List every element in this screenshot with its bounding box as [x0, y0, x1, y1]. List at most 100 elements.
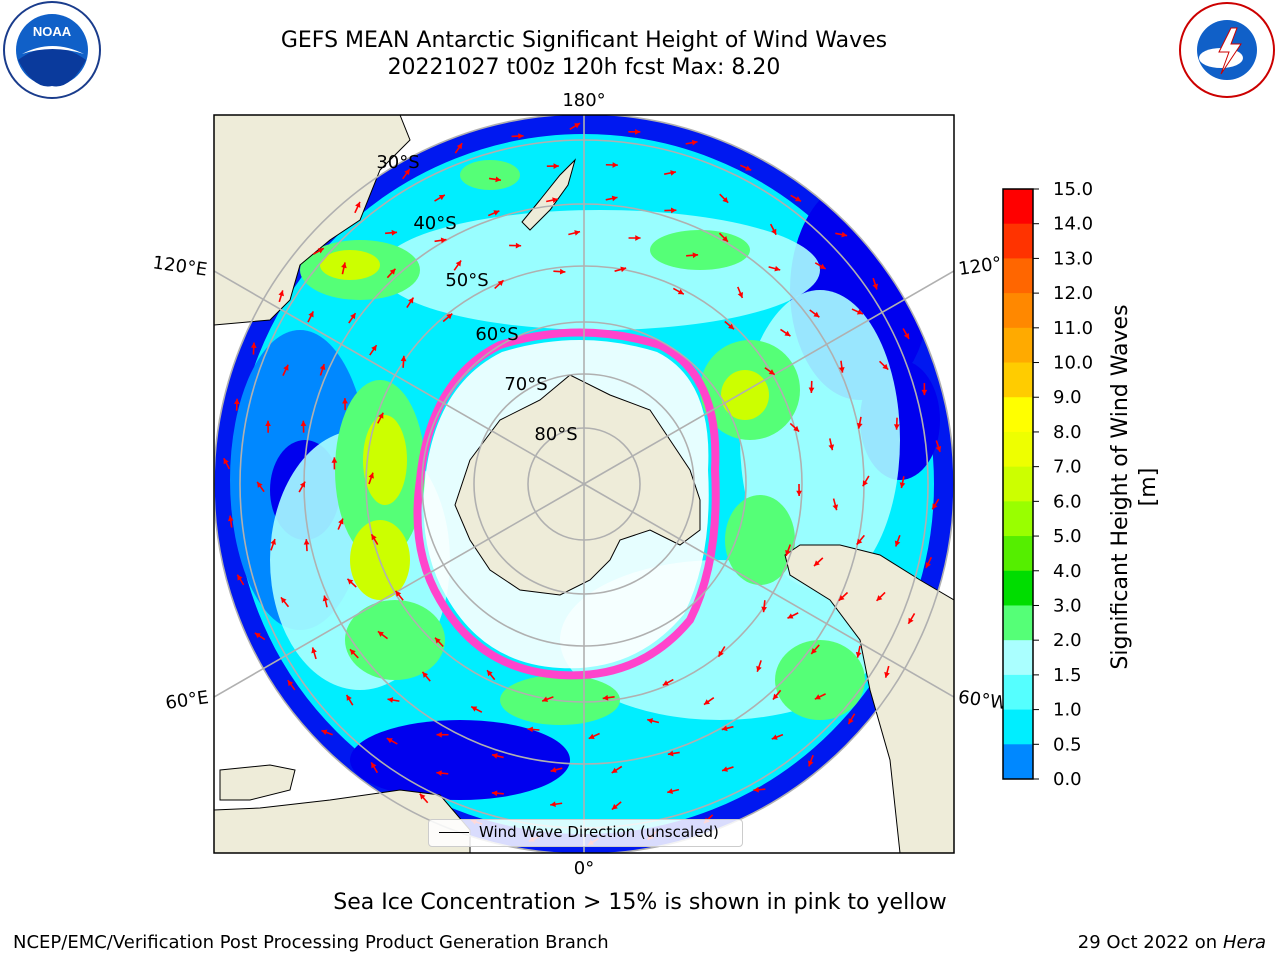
colorbar-swatch	[1003, 362, 1033, 398]
wave-arrow-head	[677, 289, 684, 295]
wave-arrow-head	[876, 595, 883, 601]
colorbar-swatch	[1003, 605, 1033, 641]
wave-arrow-head	[550, 767, 557, 773]
colorbar-tick-label: 12.0	[1053, 283, 1093, 304]
lon-label-bottom: 0°	[574, 858, 594, 879]
wave-arrow-head	[862, 480, 868, 487]
wave-arrow-head	[848, 718, 854, 725]
wave-arrow-head	[550, 801, 556, 808]
wave-arrow-head	[322, 595, 329, 602]
wave-arrow-head	[692, 252, 699, 259]
wave-arrow-head	[436, 731, 442, 738]
svg-text:NOAA: NOAA	[33, 24, 72, 39]
wave-arrow-head	[838, 367, 845, 373]
wave-arrow-head	[745, 165, 752, 171]
wave-arrow-head	[903, 332, 909, 339]
wave-arrow-head	[611, 767, 618, 773]
wave-arrow-head	[254, 632, 261, 639]
wave-arrow-head	[347, 578, 354, 585]
footer-credit: NCEP/EMC/Verification Post Processing Pr…	[13, 932, 609, 953]
wave-arrow-head	[703, 699, 710, 705]
wave-arrow-head	[471, 706, 478, 712]
colorbar-swatch	[1003, 293, 1033, 329]
nws-logo	[1179, 2, 1275, 98]
wave-arrow-head	[227, 515, 234, 522]
wave-arrow-head	[813, 311, 820, 318]
wave-arrow-head	[280, 597, 287, 604]
lat-label-80s: 80°S	[534, 424, 577, 445]
wave-arrow-head	[838, 594, 845, 601]
wave-arrow-head	[611, 195, 618, 202]
wave-arrow-head	[408, 297, 414, 304]
colorbar-tick-label: 9.0	[1053, 387, 1082, 408]
footer-date: 29 Oct 2022 on Hera	[1078, 932, 1266, 953]
colorbar-swatch	[1003, 189, 1033, 225]
wave-arrow-head	[768, 369, 775, 375]
wave-arrow-head	[265, 420, 271, 427]
wave-arrow-head	[386, 738, 393, 744]
wave-arrow-head	[400, 355, 407, 362]
lon-label-lower-left: 60°E	[164, 687, 210, 714]
wave-arrow-head	[722, 235, 728, 242]
wave-arrow-head	[349, 649, 356, 656]
colorbar-swatch	[1003, 258, 1033, 294]
wave-arrow-head	[832, 504, 839, 511]
colorbar-tick-label: 8.0	[1053, 422, 1082, 443]
wave-arrow-head	[389, 268, 396, 275]
wave-arrow-head	[257, 481, 263, 488]
wave-arrow-head	[250, 342, 257, 348]
wave-arrow-head	[893, 424, 900, 430]
legend-line-sample	[439, 832, 469, 833]
colorbar-swatch	[1003, 431, 1033, 468]
wave-arrow-head	[237, 574, 243, 581]
colorbar-tick-label: 13.0	[1053, 248, 1093, 269]
wave-arrow-head	[774, 265, 781, 272]
colorbar-swatch	[1003, 397, 1033, 433]
wave-arrow-head	[718, 650, 724, 657]
colorbar-swatch	[1003, 674, 1033, 711]
wave-arrow-head	[612, 162, 618, 168]
wave-arrow-head	[278, 290, 284, 297]
colorbar-tick-label: 15.0	[1053, 179, 1093, 200]
wave-arrow-head	[377, 631, 384, 637]
wave-arrow-head	[814, 694, 821, 700]
wave-arrow-head	[808, 387, 815, 393]
wave-arrow-head	[395, 590, 402, 597]
wave-arrow-head	[455, 260, 462, 267]
chart-title: GEFS MEAN Antarctic Significant Height o…	[280, 28, 888, 53]
caption: Sea Ice Concentration > 15% is shown in …	[333, 890, 947, 915]
lat-label-70s: 70°S	[504, 374, 547, 395]
lat-label-60s: 60°S	[475, 324, 518, 345]
colorbar-swatch	[1003, 536, 1033, 572]
colorbar-tick-label: 0.5	[1053, 734, 1082, 755]
wave-arrow-head	[722, 766, 728, 772]
wave-arrow-head	[491, 753, 498, 759]
wave-arrow-head	[921, 389, 928, 396]
wind-wave-arrows	[223, 122, 942, 846]
wave-arrow-head	[894, 540, 901, 547]
wave-arrow-head	[436, 770, 442, 777]
wave-arrow-head	[785, 549, 791, 556]
wave-arrow-head	[321, 729, 328, 736]
colorbar-swatch	[1003, 223, 1033, 259]
colorbar-tick-label: 11.0	[1053, 318, 1093, 339]
wave-arrow-head	[438, 194, 445, 201]
wave-arrow-head	[808, 760, 814, 767]
wave-arrow-head	[368, 472, 374, 479]
wave-arrow-head	[841, 231, 848, 238]
lon-label-upper-left: 120°E	[151, 252, 208, 280]
footer-date-text: 29 Oct 2022 on	[1077, 932, 1223, 953]
lon-label-upper-right: 120°	[957, 253, 1003, 280]
colorbar: 15.0 14.0 13.0 12.0 11.0 10.0 9.0 8.0 7.0 6.0 5.0 4…	[1002, 179, 1093, 790]
wave-arrow-head	[771, 228, 777, 235]
wave-arrow-head	[884, 671, 890, 678]
colorbar-title: Significant Height of Wind Waves [m]	[1108, 304, 1161, 670]
wave-arrow-head	[341, 262, 347, 269]
wave-arrow-head	[667, 788, 674, 794]
wave-arrow-head	[574, 123, 581, 129]
wave-arrow-head	[317, 248, 324, 254]
wave-arrow-head	[856, 538, 863, 545]
colorbar-swatch	[1003, 570, 1033, 606]
wave-arrow-head	[440, 237, 447, 244]
colorbar-swatch	[1003, 709, 1033, 745]
